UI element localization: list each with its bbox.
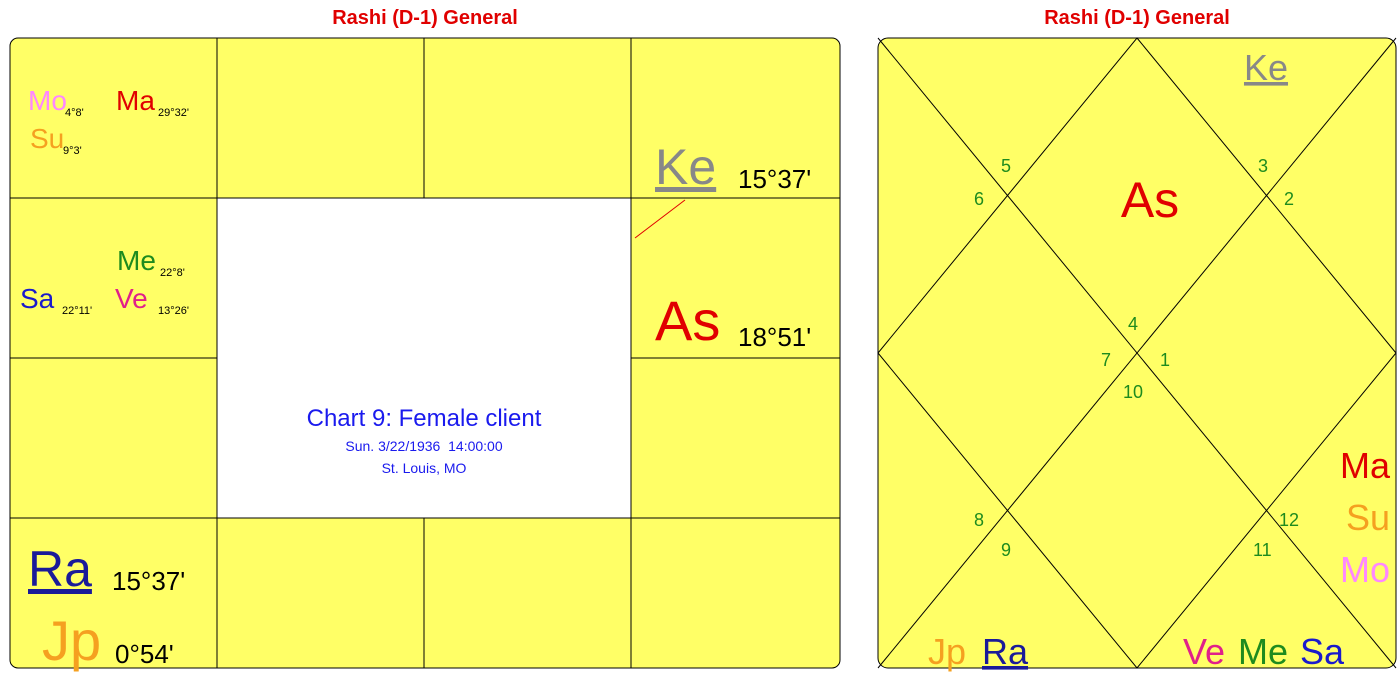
planet: Ke <box>655 139 716 195</box>
house-number: 9 <box>1001 540 1011 560</box>
house-number: 7 <box>1101 350 1111 370</box>
planet: Sa <box>20 283 55 314</box>
asc-marker <box>634 199 686 239</box>
degree: 29°32' <box>158 107 189 119</box>
birth-date: Sun. 3/22/1936 14:00:00 <box>345 438 502 454</box>
planet: Me <box>117 245 156 276</box>
degree: 22°8' <box>160 267 185 279</box>
planet: Ve <box>1183 631 1225 672</box>
planet: Mo <box>1340 549 1390 590</box>
center-box <box>217 198 631 518</box>
planet: Sa <box>1300 631 1345 672</box>
degree: 22°11' <box>62 305 92 317</box>
house-number: 12 <box>1279 510 1299 530</box>
right-title: Rashi (D-1) General <box>1044 7 1230 29</box>
planet: Jp <box>928 631 966 672</box>
planet: Mo <box>28 85 67 116</box>
house-number: 2 <box>1284 189 1294 209</box>
planet: Ra <box>982 631 1029 672</box>
planet: Jp <box>42 609 101 672</box>
house-number: 8 <box>974 510 984 530</box>
birth-place: St. Louis, MO <box>382 460 467 476</box>
planet: As <box>655 289 720 352</box>
degree: 15°37' <box>738 164 811 194</box>
planet: Su <box>1346 497 1390 538</box>
planet: Ve <box>115 283 148 314</box>
degree: 15°37' <box>112 566 185 596</box>
planet: As <box>1121 172 1179 228</box>
planet: Ra <box>28 541 92 597</box>
house-number: 1 <box>1160 350 1170 370</box>
planet: Su <box>30 123 64 154</box>
left-title: Rashi (D-1) General <box>332 7 518 29</box>
right-grid <box>877 37 1397 669</box>
house-number: 5 <box>1001 156 1011 176</box>
chart-name: Chart 9: Female client <box>307 405 542 432</box>
degree: 18°51' <box>738 322 811 352</box>
house-number: 11 <box>1253 540 1272 560</box>
degree: 9°3' <box>63 145 82 157</box>
degree: 0°54' <box>115 639 174 669</box>
degree: 13°26' <box>158 305 189 317</box>
planet: Me <box>1238 631 1288 672</box>
planet: Ma <box>1340 445 1391 486</box>
planet: Ma <box>116 85 155 116</box>
left-grid <box>10 38 840 668</box>
house-number: 10 <box>1123 382 1143 402</box>
house-number: 6 <box>974 189 984 209</box>
degree: 4°8' <box>65 107 84 119</box>
house-number: 4 <box>1128 314 1138 334</box>
house-number: 3 <box>1258 156 1268 176</box>
planet: Ke <box>1244 47 1288 88</box>
